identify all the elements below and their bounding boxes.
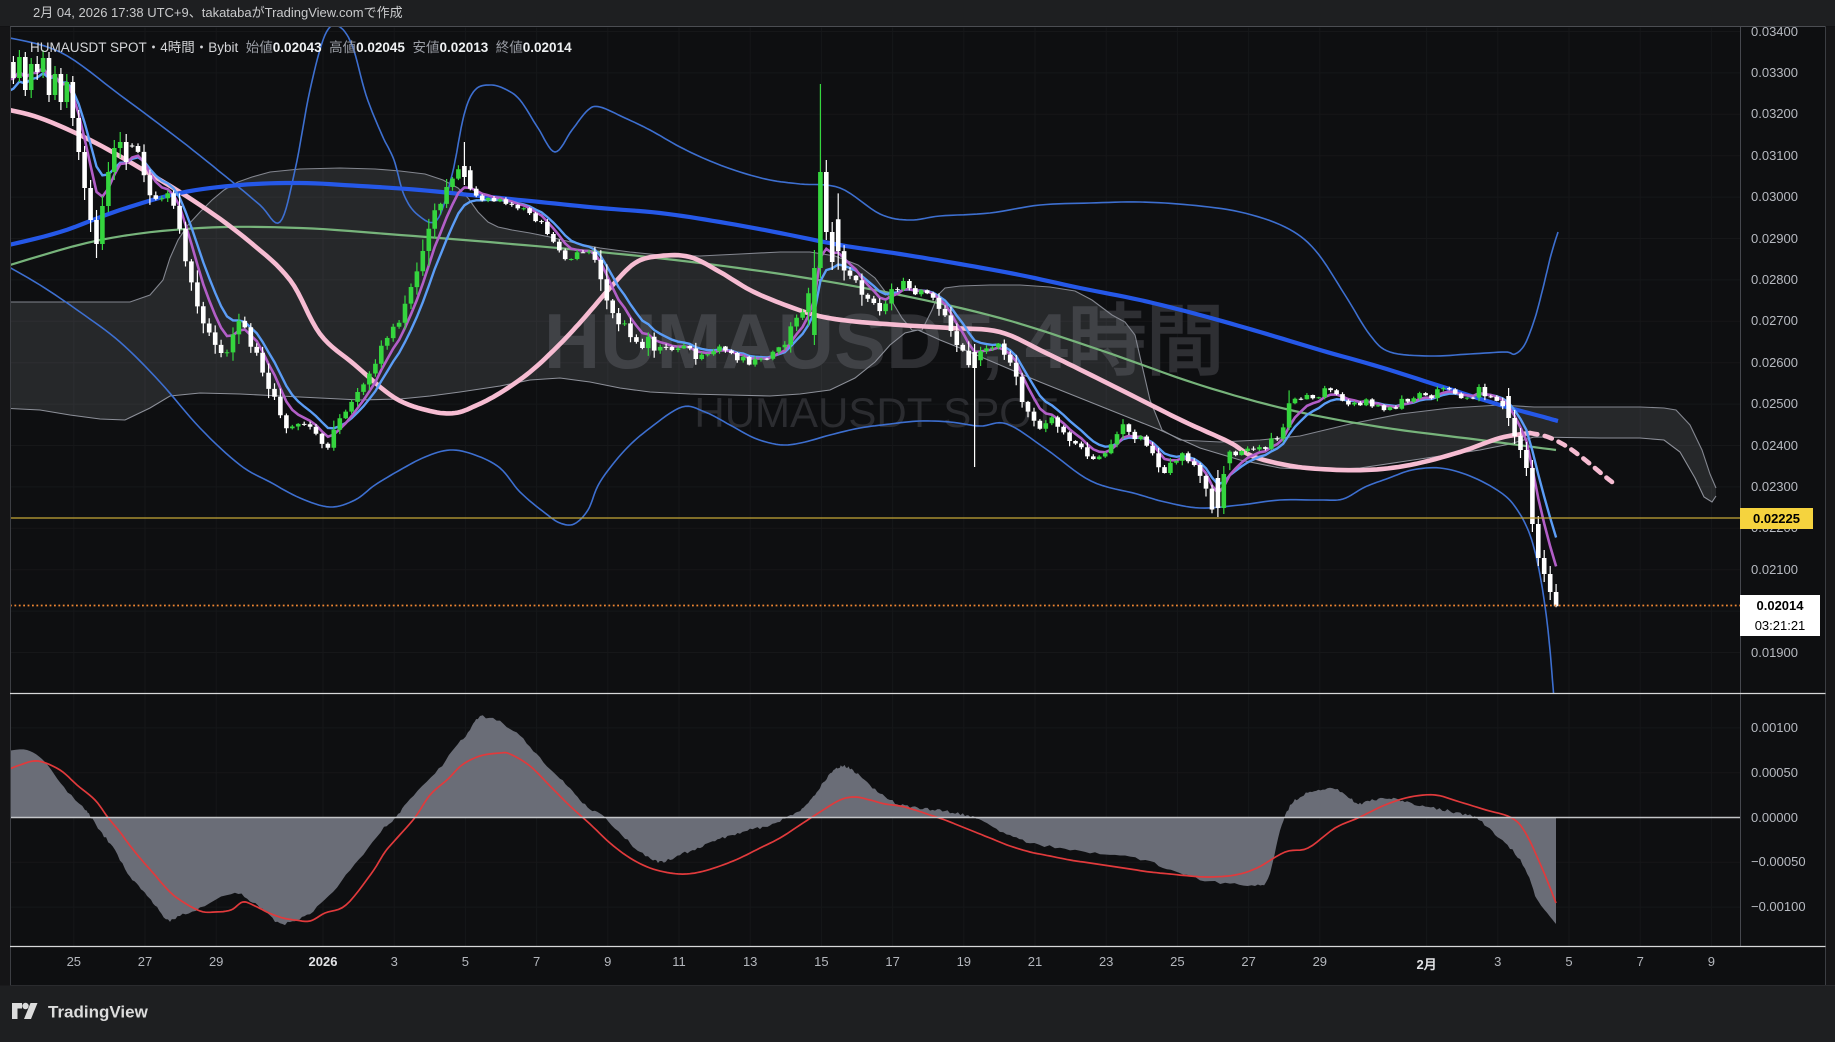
svg-text:TradingView: TradingView <box>48 1003 149 1022</box>
svg-text:HUMAUSDT SPOT: HUMAUSDT SPOT <box>694 389 1057 436</box>
